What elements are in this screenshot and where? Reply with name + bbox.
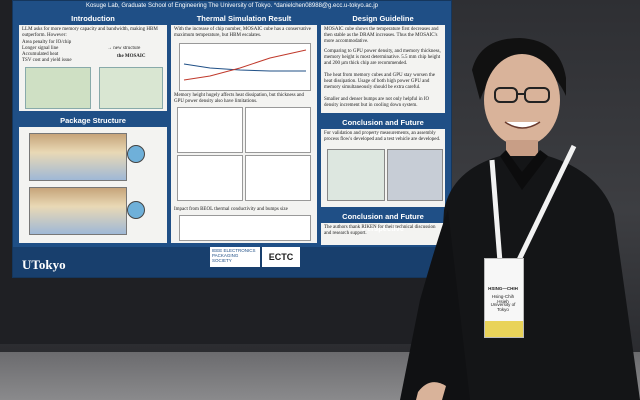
test-vehicle-image — [327, 149, 385, 201]
intro-mosaic: the MOSAIC — [117, 54, 146, 59]
acknowledgement-title: Conclusion and Future Perspective — [321, 211, 445, 233]
thermal-text-2: Memory height hugely affects heat dissip… — [174, 93, 305, 104]
design-item: Smaller and denser bumps are not only he… — [324, 97, 430, 108]
introduction-text: LLM asks for more memory capacity and ba… — [22, 27, 158, 38]
research-poster: Kosuge Lab, Graduate School of Engineeri… — [12, 0, 452, 278]
conclusion-text: For validation and property measurements… — [324, 131, 441, 142]
intro-new-structure: → new structure — [107, 46, 141, 51]
design-guideline-panel: Design Guideline MOSAIC cube shows the t… — [321, 13, 445, 113]
poster-header: Kosuge Lab, Graduate School of Engineeri… — [85, 3, 379, 9]
subplot — [177, 107, 243, 153]
package-panel: Package Structure — [19, 115, 167, 243]
conclusion-title: Conclusion and Future Perspective — [321, 117, 445, 139]
thermal-chart-grid — [177, 107, 311, 203]
badge-accent-bar — [485, 321, 523, 337]
intro-bullet: Longer signal line — [22, 46, 59, 51]
badge-org: University of Tokyo — [490, 302, 516, 312]
bump-chart — [179, 215, 311, 241]
mosaic-diagram — [99, 67, 163, 109]
hbm-diagram — [25, 67, 91, 109]
subplot — [245, 155, 311, 201]
badge-subname: Hsing-Chih Hsieh — [491, 294, 515, 304]
intro-bullet: Accumulated heat — [22, 52, 59, 57]
introduction-title: Introduction — [19, 13, 167, 25]
package-diagram-top — [29, 133, 127, 181]
temperature-plot — [183, 49, 307, 81]
acknowledgement-panel: Conclusion and Future Perspective The au… — [321, 211, 445, 245]
thermal-panel: Thermal Simulation Result With the incre… — [171, 13, 317, 243]
cross-section-image — [387, 149, 443, 201]
thermal-title: Thermal Simulation Result — [171, 13, 317, 25]
design-title: Design Guideline — [321, 13, 445, 25]
name-badge — [484, 258, 524, 338]
design-item: The heat from memory cubes and GPU stay … — [324, 73, 435, 90]
introduction-panel: Introduction LLM asks for more memory ca… — [19, 13, 167, 111]
utokyo-logo: UTokyo — [22, 257, 66, 272]
ieee-eps-logo: IEEE ELECTRONICS PACKAGING SOCIETY — [210, 247, 260, 267]
ectc-logo: ECTC — [262, 247, 300, 267]
thermal-text-3: Impact from BEOL thermal conductivity an… — [174, 207, 288, 212]
design-item: Comparing to GPU power density, and memo… — [324, 49, 441, 66]
package-title: Package Structure — [19, 115, 167, 127]
design-item: MOSAIC cube shows the temperature first … — [324, 27, 439, 44]
subplot — [245, 107, 311, 153]
subplot — [177, 155, 243, 201]
package-zoom-circle — [127, 145, 145, 163]
thermal-chart-main — [179, 43, 311, 91]
badge-name: HSING—CHIH — [488, 286, 518, 291]
package-diagram-bottom — [29, 187, 127, 235]
intro-bullet: TSV cost and yield issue — [22, 58, 72, 63]
intro-bullet: Area penalty for IO/chip — [22, 40, 72, 45]
package-zoom-circle — [127, 201, 145, 219]
presenter-person — [400, 38, 640, 400]
acknowledgement-text: The authors thank RIKEN for their techni… — [324, 225, 436, 236]
thermal-text: With the increase of chip number, MOSAIC… — [174, 27, 311, 38]
conclusion-panel: Conclusion and Future Perspective For va… — [321, 117, 445, 207]
